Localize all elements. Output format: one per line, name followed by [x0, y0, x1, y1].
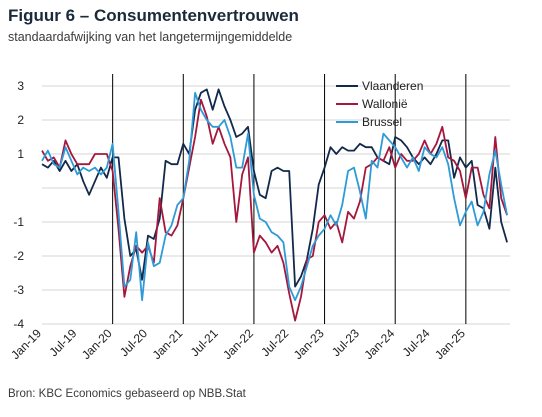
x-tick-label: Jan-25 [432, 326, 468, 362]
x-tick-label: Jul-19 [46, 326, 79, 359]
chart-subtitle: standaardafwijking van het langetermijng… [8, 30, 293, 44]
x-tick-label: Jul-20 [117, 326, 150, 359]
chart-title: Figuur 6 – Consumentenvertrouwen [8, 6, 299, 25]
x-tick-label: Jan-22 [220, 326, 256, 362]
series-line [41, 91, 508, 302]
legend-label: Brussel [362, 115, 402, 129]
x-axis: Jan-19 Jul-19 Jan-20 Jul-20 Jan-21 Jul-21 Jan-… [8, 326, 468, 362]
x-tick-label: Jul-23 [329, 326, 362, 359]
y-tick-label: 2 [17, 113, 24, 127]
x-tick-label: Jul-24 [400, 326, 433, 359]
y-tick-label: -4 [13, 317, 24, 331]
source-note: Bron: KBC Economics gebaseerd op NBB.Sta… [8, 388, 246, 400]
legend-label: Wallonië [362, 97, 408, 111]
x-tick-label: Jan-19 [8, 326, 44, 362]
series-line [41, 98, 508, 322]
x-tick-label: Jul-22 [258, 326, 291, 359]
y-tick-label: 1 [17, 147, 24, 161]
y-tick-label: -3 [13, 283, 24, 297]
x-tick-label: Jan-24 [361, 326, 397, 362]
y-tick-label: -2 [13, 249, 24, 263]
y-tick-label: -1 [13, 215, 24, 229]
y-axis: 3 2 1 -1 -2 -3 -4 [13, 79, 24, 331]
x-tick-label: Jul-21 [188, 326, 221, 359]
legend: Vlaanderen Wallonië Brussel [336, 79, 423, 129]
x-tick-label: Jan-20 [79, 326, 115, 362]
series-layer [41, 88, 508, 322]
x-tick-label: Jan-21 [150, 326, 186, 362]
series-line [41, 88, 508, 288]
legend-label: Vlaanderen [362, 79, 423, 93]
x-tick-label: Jan-23 [291, 326, 327, 362]
y-tick-label: 3 [17, 79, 24, 93]
